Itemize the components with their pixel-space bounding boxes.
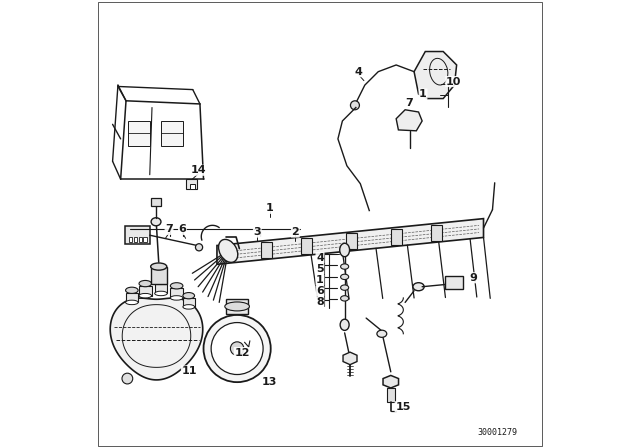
Ellipse shape [340, 274, 349, 280]
Text: 9: 9 [470, 273, 477, 283]
Circle shape [211, 323, 263, 375]
Circle shape [122, 373, 132, 384]
Bar [190, 184, 195, 189]
Ellipse shape [155, 278, 167, 284]
Bar [183, 298, 195, 307]
Bar [125, 226, 150, 244]
Ellipse shape [340, 264, 349, 269]
Ellipse shape [150, 263, 167, 270]
Ellipse shape [377, 330, 387, 337]
Ellipse shape [170, 283, 183, 289]
Ellipse shape [170, 296, 183, 300]
Polygon shape [110, 298, 203, 380]
Ellipse shape [139, 293, 152, 298]
Ellipse shape [125, 300, 138, 305]
Bar [155, 284, 167, 293]
Bar [139, 237, 142, 242]
Bar [161, 121, 184, 146]
Bar [301, 238, 312, 254]
Text: 1: 1 [419, 89, 427, 99]
Ellipse shape [139, 280, 152, 287]
Text: 1: 1 [316, 275, 324, 285]
Bar [186, 179, 197, 189]
Polygon shape [414, 52, 457, 99]
Bar [391, 229, 401, 245]
Text: 10: 10 [446, 77, 461, 86]
Text: 4: 4 [354, 67, 362, 77]
Ellipse shape [218, 239, 238, 263]
Text: 15: 15 [395, 402, 411, 412]
Ellipse shape [340, 296, 349, 301]
Ellipse shape [125, 287, 138, 293]
Bar [431, 225, 442, 241]
Polygon shape [396, 110, 422, 131]
Ellipse shape [155, 291, 167, 296]
Text: 30001279: 30001279 [477, 428, 517, 437]
Bar [143, 237, 147, 242]
Bar [139, 286, 152, 296]
Ellipse shape [151, 218, 161, 226]
Polygon shape [217, 219, 484, 264]
Ellipse shape [183, 293, 195, 299]
Text: 12: 12 [234, 348, 250, 358]
Bar [387, 388, 395, 402]
Bar [125, 293, 138, 302]
Text: 1: 1 [266, 203, 274, 213]
Text: 6: 6 [179, 224, 186, 234]
Ellipse shape [413, 283, 424, 291]
Bar [226, 299, 248, 314]
Circle shape [230, 342, 244, 355]
Bar [150, 198, 161, 206]
Text: 2: 2 [291, 227, 300, 237]
Polygon shape [343, 352, 357, 365]
Ellipse shape [225, 302, 250, 311]
Bar [346, 233, 356, 250]
Text: 3: 3 [253, 227, 261, 237]
Text: 5: 5 [316, 264, 324, 274]
Bar [261, 242, 271, 258]
Text: 14: 14 [190, 165, 206, 175]
Text: 7: 7 [406, 98, 413, 108]
Bar [134, 237, 137, 242]
Bar [128, 121, 150, 146]
Ellipse shape [340, 319, 349, 331]
Text: 6: 6 [316, 286, 324, 296]
Bar [445, 276, 463, 289]
Text: 8: 8 [316, 297, 324, 307]
Ellipse shape [183, 305, 195, 309]
Bar [150, 267, 167, 284]
Polygon shape [383, 375, 399, 388]
Ellipse shape [340, 243, 349, 257]
Circle shape [204, 315, 271, 382]
Text: 11: 11 [181, 366, 197, 376]
Text: 7: 7 [165, 224, 173, 234]
Bar [170, 288, 183, 298]
Text: 4: 4 [316, 253, 324, 263]
Circle shape [351, 101, 360, 110]
Circle shape [195, 244, 203, 251]
Text: 13: 13 [262, 377, 278, 387]
Bar [129, 237, 132, 242]
Ellipse shape [340, 285, 349, 290]
